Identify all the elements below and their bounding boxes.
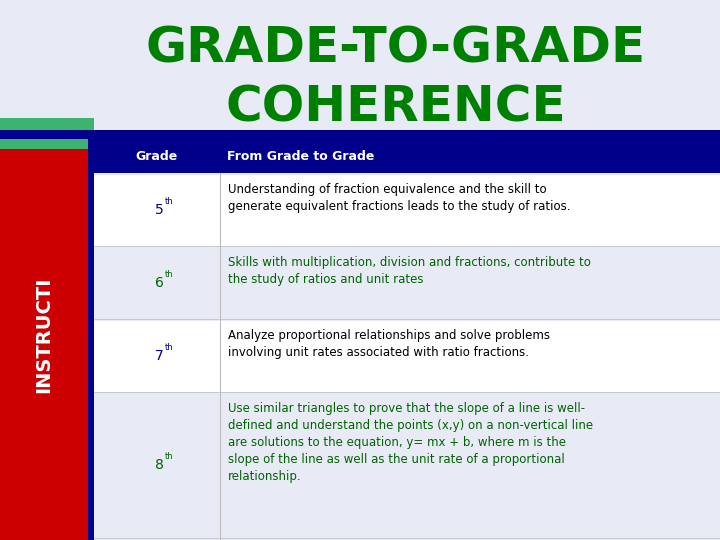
Text: Use similar triangles to prove that the slope of a line is well-
defined and und: Use similar triangles to prove that the … xyxy=(228,402,593,483)
FancyBboxPatch shape xyxy=(88,139,94,540)
Text: th: th xyxy=(166,453,174,461)
Text: INSTRUCTI: INSTRUCTI xyxy=(35,276,53,393)
Text: From Grade to Grade: From Grade to Grade xyxy=(227,150,374,163)
FancyBboxPatch shape xyxy=(0,118,94,130)
Text: 7: 7 xyxy=(155,349,164,362)
Text: th: th xyxy=(166,343,174,352)
FancyBboxPatch shape xyxy=(0,130,720,139)
FancyBboxPatch shape xyxy=(94,139,720,540)
Text: th: th xyxy=(166,197,174,206)
FancyBboxPatch shape xyxy=(94,394,720,538)
Text: Understanding of fraction equivalence and the skill to
generate equivalent fract: Understanding of fraction equivalence an… xyxy=(228,183,571,213)
FancyBboxPatch shape xyxy=(0,139,94,540)
FancyBboxPatch shape xyxy=(94,175,720,246)
FancyBboxPatch shape xyxy=(94,248,720,319)
Text: Analyze proportional relationships and solve problems
involving unit rates assoc: Analyze proportional relationships and s… xyxy=(228,329,550,359)
FancyBboxPatch shape xyxy=(94,139,720,173)
Text: Skills with multiplication, division and fractions, contribute to
the study of r: Skills with multiplication, division and… xyxy=(228,256,591,286)
Text: COHERENCE: COHERENCE xyxy=(225,84,567,132)
Text: Grade: Grade xyxy=(135,150,178,163)
Text: 8: 8 xyxy=(155,458,164,472)
Text: 5: 5 xyxy=(155,203,164,217)
FancyBboxPatch shape xyxy=(0,139,88,149)
FancyBboxPatch shape xyxy=(94,321,720,392)
Text: th: th xyxy=(166,270,174,279)
Text: 6: 6 xyxy=(155,276,164,289)
Text: GRADE-TO-GRADE: GRADE-TO-GRADE xyxy=(146,25,646,72)
